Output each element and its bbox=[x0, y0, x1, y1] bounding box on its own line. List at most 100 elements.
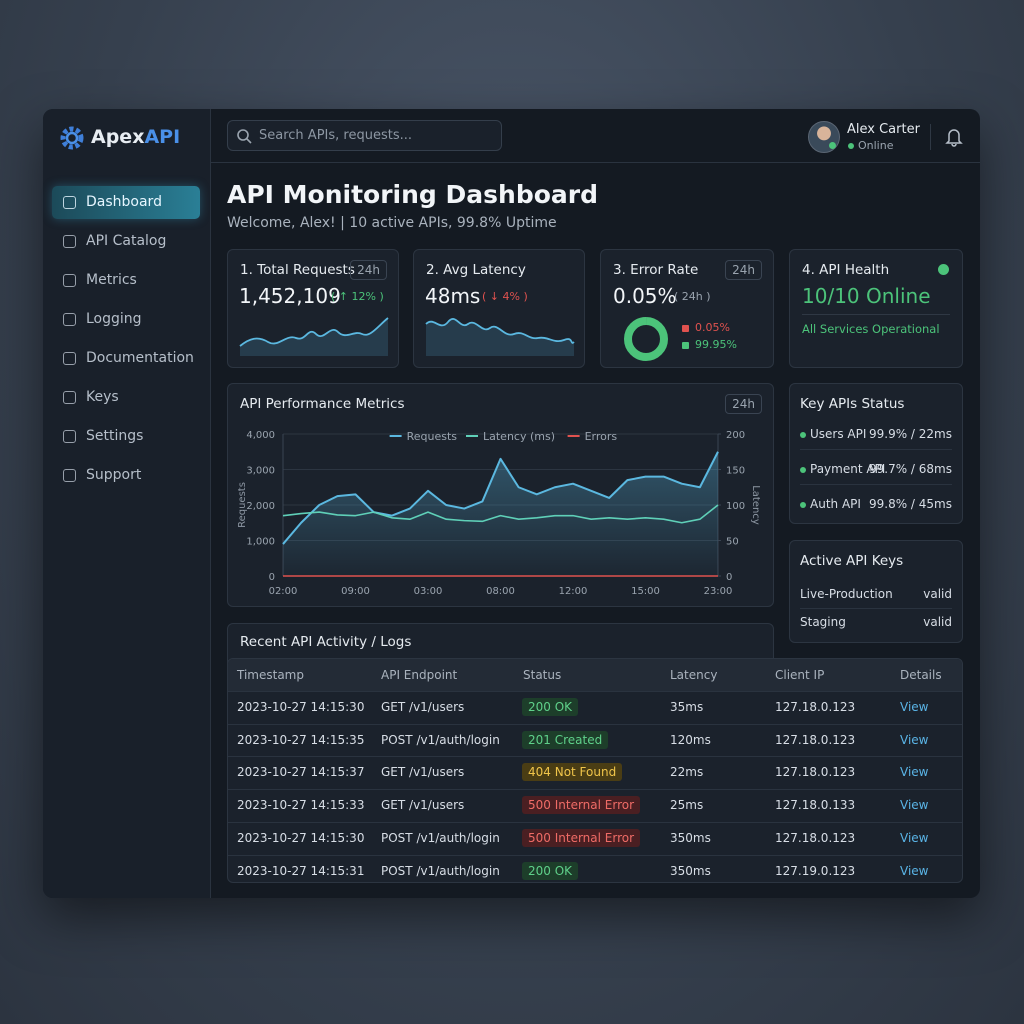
table-header bbox=[228, 659, 962, 691]
nav-label: Logging bbox=[86, 311, 142, 327]
search-box[interactable]: Search APIs, requests... bbox=[227, 120, 502, 151]
brand-b: API bbox=[144, 126, 181, 148]
y2-tick-label: 200 bbox=[726, 430, 745, 441]
table-cell: GET /v1/users bbox=[381, 765, 465, 780]
nav-icon bbox=[63, 391, 76, 404]
nav-item[interactable]: Settings bbox=[52, 420, 200, 453]
search-lens bbox=[237, 129, 249, 141]
nav-item[interactable]: Metrics bbox=[52, 264, 200, 297]
table-cell: GET /v1/users bbox=[381, 700, 465, 714]
y2-tick-label: 150 bbox=[726, 466, 745, 477]
sparkline bbox=[239, 317, 389, 356]
series-line bbox=[282, 451, 719, 545]
table-cell: 120ms bbox=[670, 732, 711, 747]
nav-item[interactable]: Dashboard bbox=[52, 186, 200, 219]
table-cell: POST /v1/auth/login bbox=[381, 732, 500, 747]
sparkline-line bbox=[425, 318, 575, 344]
nav-icon bbox=[63, 352, 76, 365]
card-divider bbox=[802, 314, 950, 315]
card-avg-latency: 2. Avg Latency 48ms ( ↓ 4% ) bbox=[413, 249, 585, 368]
row-divider bbox=[228, 691, 962, 692]
card-change: ( ↑ 12% ) bbox=[331, 290, 384, 303]
sparkline bbox=[425, 318, 575, 356]
sparkline-area bbox=[240, 318, 388, 356]
chart-title: API Performance Metrics bbox=[240, 396, 405, 412]
view-link[interactable]: View bbox=[900, 798, 929, 813]
legend-label: Errors bbox=[585, 430, 618, 443]
view-link[interactable]: View bbox=[900, 765, 929, 780]
nav-item[interactable]: API Catalog bbox=[52, 225, 200, 258]
status-name: Users API bbox=[810, 427, 867, 441]
brand: ApexAPI bbox=[91, 126, 180, 148]
sparkline-line bbox=[239, 317, 389, 347]
view-link[interactable]: View bbox=[900, 700, 929, 714]
nav-item[interactable]: Keys bbox=[52, 381, 200, 414]
brand-a: Apex bbox=[91, 126, 145, 148]
y2-tick-label: 50 bbox=[726, 537, 739, 548]
card-badge: 24h bbox=[725, 260, 762, 280]
brand-logo bbox=[60, 126, 84, 150]
series-line bbox=[282, 504, 719, 524]
logs-title: Recent API Activity / Logs bbox=[240, 634, 412, 650]
status-value: 99.7% / 68ms bbox=[868, 462, 952, 476]
performance-chart: 0 1,000 2,000 3,000 4,000 0 50 100 150 200 Request… bbox=[237, 430, 761, 597]
column-header: Status bbox=[523, 668, 562, 682]
nav-label: Keys bbox=[86, 389, 119, 405]
card-title: 1. Total Requests bbox=[240, 262, 355, 278]
x-tick-label: 03:00 bbox=[414, 586, 443, 597]
table-cell: 2023-10-27 14:15:31 bbox=[237, 863, 365, 878]
nav-icon bbox=[63, 469, 76, 482]
view-link[interactable]: View bbox=[900, 863, 929, 878]
status-pill: 200 OK bbox=[522, 861, 579, 880]
table-cell: 127.19.0.123 bbox=[775, 863, 856, 878]
card-change: ( ↓ 4% ) bbox=[482, 290, 528, 303]
card-total-requests: 1. Total Requests 24h 1,452,109 ( ↑ 12% … bbox=[227, 249, 399, 368]
table-cell: 25ms bbox=[670, 798, 704, 813]
logo-gear bbox=[60, 126, 84, 150]
card-title: 4. API Health bbox=[802, 262, 890, 278]
keys-title: Active API Keys bbox=[800, 553, 904, 569]
row-divider bbox=[228, 789, 962, 791]
x-tick-label: 23:00 bbox=[704, 586, 733, 597]
nav-item[interactable]: Logging bbox=[52, 303, 200, 336]
table-cell: 2023-10-27 14:15:30 bbox=[237, 700, 365, 714]
table-cell: POST /v1/auth/login bbox=[381, 830, 500, 845]
sparkline-area bbox=[426, 318, 574, 356]
card-title: 3. Error Rate bbox=[613, 262, 699, 278]
legend-label: 0.05% bbox=[695, 321, 730, 334]
donut-segment bbox=[624, 317, 668, 361]
table-cell: 22ms bbox=[670, 765, 704, 780]
status-pill: 404 Not Found bbox=[522, 763, 623, 782]
x-tick-label: 09:00 bbox=[341, 586, 370, 597]
row-divider bbox=[228, 756, 962, 758]
sidebar bbox=[43, 109, 211, 898]
status-divider bbox=[800, 449, 952, 450]
table-cell: 350ms bbox=[670, 863, 711, 878]
search-icon bbox=[237, 129, 252, 144]
nav-item[interactable]: Documentation bbox=[52, 342, 200, 375]
view-link[interactable]: View bbox=[900, 732, 929, 747]
x-tick-label: 12:00 bbox=[559, 586, 588, 597]
nav-item[interactable]: Support bbox=[52, 459, 200, 492]
status-divider bbox=[800, 484, 952, 485]
card-value: 48ms bbox=[425, 284, 481, 308]
nav-icon bbox=[63, 430, 76, 443]
status-dot bbox=[800, 502, 806, 508]
status-pill: 200 OK bbox=[522, 698, 579, 716]
x-tick-label: 02:00 bbox=[269, 586, 298, 597]
y-tick-label: 1,000 bbox=[246, 537, 275, 548]
table-cell: 2023-10-27 14:15:37 bbox=[237, 765, 365, 780]
y-axis-label: Requests bbox=[237, 482, 248, 528]
status-title: Key APIs Status bbox=[800, 396, 905, 412]
card-note: All Services Operational bbox=[802, 322, 940, 336]
x-tick-label: 08:00 bbox=[486, 586, 515, 597]
logo-hub bbox=[65, 131, 79, 145]
avatar[interactable] bbox=[808, 121, 840, 153]
status-pill: 500 Internal Error bbox=[522, 828, 641, 847]
view-link[interactable]: View bbox=[900, 830, 929, 845]
nav-icon bbox=[63, 196, 76, 209]
y-tick-label: 3,000 bbox=[246, 466, 275, 477]
bell-icon[interactable] bbox=[945, 127, 963, 147]
y-tick-label: 2,000 bbox=[246, 501, 275, 512]
y2-axis-label: Latency bbox=[750, 485, 761, 525]
